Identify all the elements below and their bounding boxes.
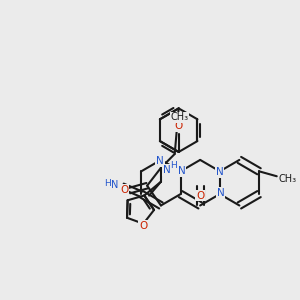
Text: N: N [216, 167, 224, 177]
Text: CH₃: CH₃ [171, 112, 189, 122]
Text: O: O [139, 221, 148, 231]
Text: O: O [175, 121, 183, 131]
Text: H: H [170, 161, 177, 170]
Text: O: O [196, 190, 204, 201]
Text: CH₃: CH₃ [278, 174, 297, 184]
Text: N: N [178, 166, 185, 176]
Text: N: N [217, 188, 225, 198]
Text: H: H [104, 179, 111, 188]
Text: N: N [111, 180, 118, 190]
Text: N: N [156, 156, 164, 166]
Text: N: N [163, 165, 171, 175]
Text: O: O [120, 184, 129, 195]
